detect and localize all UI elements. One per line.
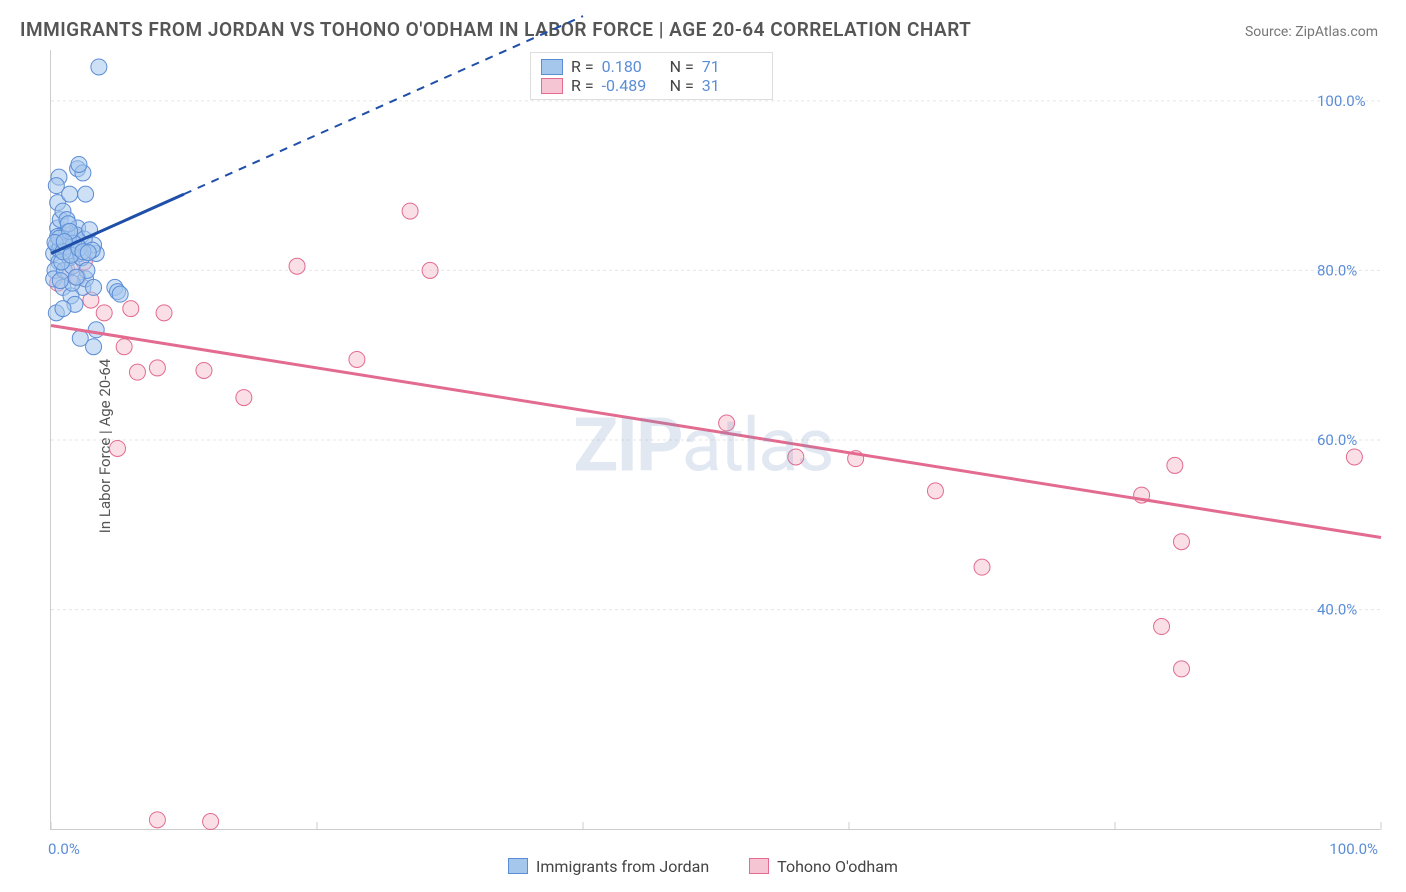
swatch-icon <box>541 78 563 94</box>
n-value: 71 <box>702 57 762 76</box>
swatch-icon <box>508 858 528 874</box>
source-name: ZipAtlas.com <box>1295 24 1378 40</box>
r-value: -0.489 <box>602 76 662 95</box>
svg-text:60.0%: 60.0% <box>1317 431 1357 449</box>
r-value: 0.180 <box>602 57 662 76</box>
r-label: R = <box>571 76 594 95</box>
svg-text:100.0%: 100.0% <box>1317 92 1366 110</box>
swatch-icon <box>541 59 563 75</box>
n-label: N = <box>670 57 694 76</box>
plot-area: 40.0% 60.0% 80.0% 100.0% <box>50 50 1380 830</box>
correlation-legend: R = 0.180 N = 71 R = -0.489 N = 31 <box>530 52 773 100</box>
source-attribution: Source: ZipAtlas.com <box>1245 24 1378 40</box>
scatter-svg: 40.0% 60.0% 80.0% 100.0% <box>51 50 1380 829</box>
series-name: Immigrants from Jordan <box>536 857 709 876</box>
legend-row-series-0: R = 0.180 N = 71 <box>541 57 762 76</box>
r-label: R = <box>571 57 594 76</box>
chart-title: IMMIGRANTS FROM JORDAN VS TOHONO O'ODHAM… <box>20 18 971 41</box>
series-name: Tohono O'odham <box>777 857 898 876</box>
legend-item-series-0: Immigrants from Jordan <box>508 857 709 876</box>
svg-text:40.0%: 40.0% <box>1317 601 1357 619</box>
svg-text:80.0%: 80.0% <box>1317 261 1357 279</box>
legend-item-series-1: Tohono O'odham <box>749 857 898 876</box>
series-legend: Immigrants from Jordan Tohono O'odham <box>0 840 1406 892</box>
n-value: 31 <box>702 76 762 95</box>
n-label: N = <box>670 76 694 95</box>
legend-row-series-1: R = -0.489 N = 31 <box>541 76 762 95</box>
source-prefix: Source: <box>1245 24 1295 40</box>
swatch-icon <box>749 858 769 874</box>
